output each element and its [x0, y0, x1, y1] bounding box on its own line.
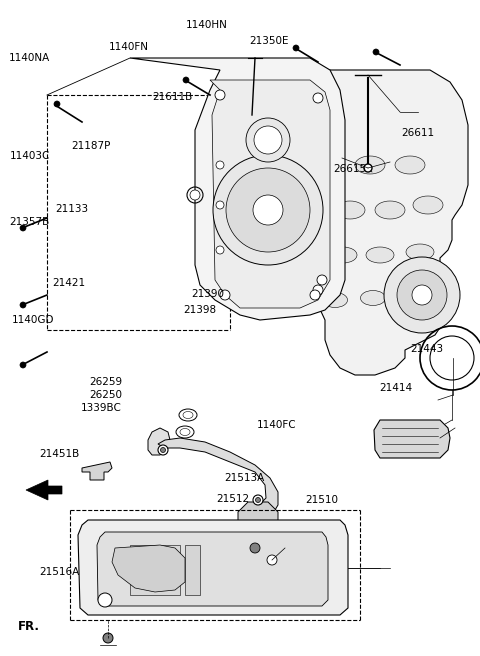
Text: 21512: 21512	[216, 493, 249, 504]
Circle shape	[226, 168, 310, 252]
Circle shape	[54, 101, 60, 107]
Text: 21611B: 21611B	[153, 92, 193, 102]
Circle shape	[158, 445, 168, 455]
Circle shape	[373, 49, 379, 55]
Circle shape	[310, 290, 320, 300]
Circle shape	[293, 45, 299, 51]
Text: 21516A: 21516A	[39, 567, 80, 577]
Ellipse shape	[183, 411, 193, 419]
Circle shape	[412, 285, 432, 305]
Circle shape	[216, 201, 224, 209]
Text: 21187P: 21187P	[71, 140, 110, 151]
Text: 21513A: 21513A	[225, 472, 265, 483]
Ellipse shape	[366, 247, 394, 263]
Circle shape	[216, 161, 224, 169]
Ellipse shape	[323, 293, 348, 308]
Polygon shape	[238, 502, 278, 535]
Ellipse shape	[176, 426, 194, 438]
Circle shape	[246, 118, 290, 162]
Circle shape	[20, 302, 26, 308]
Text: 1140HN: 1140HN	[185, 20, 228, 30]
Circle shape	[216, 246, 224, 254]
Text: 26611: 26611	[401, 127, 434, 138]
Circle shape	[364, 164, 372, 172]
Text: 1140FN: 1140FN	[108, 42, 149, 52]
Ellipse shape	[355, 156, 385, 174]
Circle shape	[254, 126, 282, 154]
Text: 21350E: 21350E	[250, 35, 289, 46]
Polygon shape	[255, 70, 468, 375]
Ellipse shape	[180, 428, 190, 436]
Circle shape	[384, 257, 460, 333]
Ellipse shape	[295, 191, 325, 209]
Ellipse shape	[329, 247, 357, 263]
Text: 21357B: 21357B	[10, 216, 50, 227]
Polygon shape	[210, 80, 330, 308]
Circle shape	[430, 336, 474, 380]
Circle shape	[98, 593, 112, 607]
Text: 1140FC: 1140FC	[257, 420, 297, 430]
Text: 1140NA: 1140NA	[9, 52, 50, 63]
Text: 26615: 26615	[334, 164, 367, 174]
Ellipse shape	[375, 201, 405, 219]
Circle shape	[160, 447, 166, 453]
Text: 21451B: 21451B	[39, 449, 80, 459]
Text: 21421: 21421	[52, 278, 85, 289]
Circle shape	[317, 275, 327, 285]
Polygon shape	[97, 532, 328, 606]
Ellipse shape	[360, 291, 385, 306]
Ellipse shape	[335, 201, 365, 219]
Text: 1140GD: 1140GD	[12, 315, 55, 325]
Text: 11403C: 11403C	[10, 151, 50, 161]
Text: 26259: 26259	[89, 377, 122, 387]
Polygon shape	[374, 420, 450, 458]
Text: FR.: FR.	[18, 620, 40, 633]
Text: 1339BC: 1339BC	[81, 403, 121, 413]
Ellipse shape	[413, 196, 443, 214]
Ellipse shape	[395, 156, 425, 174]
Circle shape	[250, 543, 260, 553]
Circle shape	[20, 225, 26, 231]
Circle shape	[220, 290, 230, 300]
Text: 21443: 21443	[410, 344, 444, 354]
Polygon shape	[26, 480, 62, 500]
Circle shape	[190, 190, 200, 200]
Text: 21133: 21133	[55, 203, 88, 214]
Polygon shape	[130, 545, 180, 595]
Polygon shape	[130, 58, 345, 320]
Ellipse shape	[223, 276, 247, 294]
Circle shape	[267, 555, 277, 565]
Text: 21390: 21390	[191, 289, 224, 299]
Circle shape	[313, 285, 323, 295]
Text: 21414: 21414	[379, 383, 412, 394]
Ellipse shape	[286, 287, 311, 302]
Polygon shape	[82, 462, 112, 480]
Polygon shape	[185, 545, 200, 595]
Circle shape	[397, 270, 447, 320]
Circle shape	[20, 362, 26, 368]
Ellipse shape	[315, 156, 345, 174]
Circle shape	[255, 497, 261, 502]
Circle shape	[103, 633, 113, 643]
Circle shape	[253, 495, 263, 505]
Circle shape	[215, 90, 225, 100]
Ellipse shape	[291, 242, 319, 258]
Polygon shape	[78, 520, 348, 615]
Circle shape	[253, 195, 283, 225]
Ellipse shape	[179, 409, 197, 421]
Polygon shape	[158, 438, 278, 518]
Text: 21510: 21510	[305, 495, 338, 505]
Circle shape	[313, 93, 323, 103]
Text: 21398: 21398	[183, 304, 216, 315]
Polygon shape	[112, 545, 185, 592]
Circle shape	[213, 155, 323, 265]
Polygon shape	[148, 428, 170, 455]
Ellipse shape	[406, 244, 434, 260]
Circle shape	[183, 77, 189, 83]
Text: 26250: 26250	[89, 390, 122, 400]
